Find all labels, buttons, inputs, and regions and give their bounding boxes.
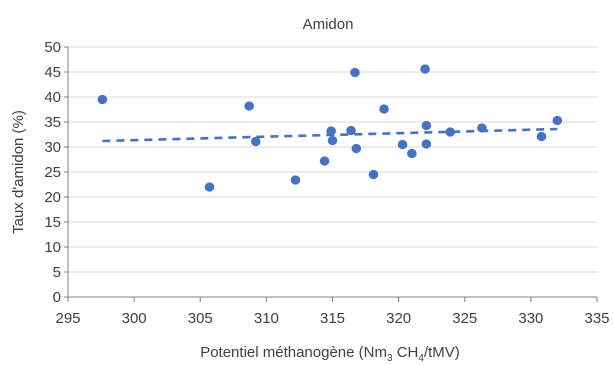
data-point-1	[97, 94, 108, 105]
data-point-18	[421, 139, 432, 149]
y-tick-label-50: 50	[44, 39, 61, 56]
y-axis-label: Taux d'amidon (%)	[10, 110, 27, 234]
x-tick-label-310: 310	[254, 310, 279, 327]
x-tick-label-325: 325	[452, 310, 477, 327]
data-point-17	[421, 120, 432, 131]
x-axis-label-sub-4: 4	[418, 353, 424, 364]
data-point-15	[407, 148, 417, 159]
y-tick-labels: 0 5 10 15 20 25 30 35 40 45 50	[44, 39, 61, 306]
y-tick-label-30: 30	[44, 139, 61, 156]
y-tick-label-0: 0	[53, 289, 61, 306]
gridlines	[68, 46, 597, 273]
x-tick-label-295: 295	[55, 310, 80, 327]
data-point-16	[420, 64, 430, 74]
y-tick-label-25: 25	[44, 164, 61, 181]
chart-title: Amidon	[303, 16, 354, 33]
data-point-2	[204, 182, 215, 192]
x-tick-label-330: 330	[518, 310, 543, 327]
data-point-12	[368, 169, 379, 180]
data-point-3	[244, 101, 254, 111]
x-tick-label-300: 300	[122, 310, 147, 327]
axes	[64, 46, 598, 302]
data-point-21	[536, 131, 547, 142]
y-tick-label-35: 35	[44, 114, 61, 131]
data-point-13	[379, 104, 389, 114]
data-point-5	[290, 175, 301, 185]
x-axis-label: Potentiel méthanogène (Nm3 CH4/tMV)	[200, 344, 460, 364]
y-tick-label-20: 20	[44, 189, 61, 206]
data-point-6	[319, 156, 330, 166]
x-tick-label-320: 320	[386, 310, 411, 327]
data-points	[97, 64, 563, 192]
data-point-14	[397, 139, 408, 150]
data-point-10	[350, 67, 360, 78]
data-point-20	[477, 123, 487, 133]
data-point-9	[346, 125, 356, 136]
data-point-4	[250, 136, 261, 147]
x-tick-label-315: 315	[320, 310, 345, 327]
x-axis-label-sub-3: 3	[387, 353, 393, 364]
data-point-8	[327, 135, 338, 146]
data-point-19	[445, 127, 456, 137]
x-tick-label-335: 335	[584, 310, 609, 327]
x-axis-label-base: Potentiel méthanogène (Nm	[200, 344, 387, 361]
data-point-7	[326, 126, 336, 136]
x-tick-labels: 295 300 305 310 315 320 325 330 335	[55, 310, 609, 327]
x-axis-label-tail: /tMV)	[424, 344, 460, 361]
y-tick-label-5: 5	[53, 264, 61, 281]
y-tick-label-10: 10	[44, 239, 61, 256]
data-point-11	[351, 143, 362, 154]
x-tick-label-305: 305	[188, 310, 213, 327]
y-tick-label-40: 40	[44, 89, 61, 106]
data-point-22	[552, 115, 563, 126]
y-tick-label-45: 45	[44, 64, 61, 81]
y-tick-label-15: 15	[44, 214, 61, 231]
x-axis-label-mid: CH	[393, 344, 419, 361]
